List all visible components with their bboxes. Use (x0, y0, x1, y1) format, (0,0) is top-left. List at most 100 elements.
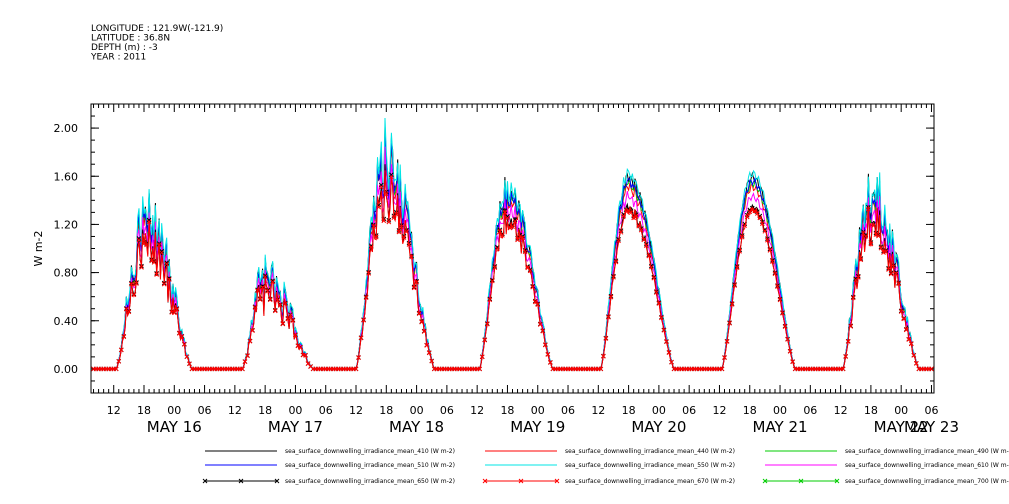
series-marker (394, 211, 399, 217)
x-tick-label: 18 (137, 404, 151, 417)
series-marker (247, 338, 253, 344)
series-marker (522, 249, 528, 255)
series-marker (913, 361, 919, 366)
series-marker (363, 295, 369, 301)
series-marker (275, 297, 281, 303)
series-marker (391, 215, 397, 220)
series-marker (540, 328, 546, 334)
series-marker (421, 329, 427, 334)
series-marker (353, 366, 359, 372)
series-marker (598, 366, 604, 372)
series-marker (883, 249, 889, 255)
series-marker (161, 280, 167, 286)
series-marker (429, 358, 435, 364)
series-marker (843, 354, 849, 359)
series-marker (141, 241, 147, 246)
series-marker (419, 319, 424, 325)
series-marker (492, 265, 498, 271)
series-marker (487, 297, 493, 303)
series-marker (886, 267, 891, 272)
series-marker (146, 219, 152, 225)
series-marker (530, 284, 536, 290)
y-tick-label: 1.20 (54, 218, 79, 231)
series-marker (182, 342, 187, 347)
series-marker (739, 234, 745, 240)
x-tick-label: 18 (500, 404, 514, 417)
y-tick-label: 2.00 (54, 122, 79, 135)
legend-marker (834, 478, 840, 484)
series-marker (628, 210, 634, 215)
header-line: DEPTH (m) : -3 (91, 43, 158, 53)
x-tick-label: 06 (319, 404, 333, 417)
series-marker (754, 211, 760, 216)
series-marker (911, 353, 917, 358)
series-marker (545, 352, 551, 357)
series-marker (164, 261, 170, 267)
series-marker (643, 243, 649, 249)
series-marker (608, 294, 614, 300)
legend-label: sea_surface_downwelling_irradiance_mean_… (845, 478, 1009, 485)
series-marker (891, 264, 896, 269)
x-tick-label: 12 (834, 404, 848, 417)
series-marker (116, 358, 122, 364)
series-marker (383, 191, 389, 197)
series-marker (633, 213, 639, 219)
series-marker (664, 339, 669, 345)
series-marker (868, 241, 874, 247)
series-marker (729, 302, 735, 307)
series-marker (295, 343, 301, 349)
series-marker (785, 337, 790, 342)
series-marker (252, 305, 258, 310)
x-tick-label: 12 (107, 404, 121, 417)
legend-label: sea_surface_downwelling_irradiance_mean_… (845, 462, 1009, 469)
x-tick-label: 00 (652, 404, 666, 417)
series-marker (893, 271, 899, 277)
series-marker (515, 237, 520, 243)
series-marker (285, 316, 291, 322)
series-marker (850, 295, 856, 301)
series-marker (131, 292, 137, 298)
series-marker (855, 275, 861, 280)
series-marker (378, 184, 384, 190)
series-marker (775, 284, 780, 290)
x-date-label: MAY 16 (147, 418, 202, 436)
x-tick-label: 00 (288, 404, 302, 417)
series-marker (780, 310, 785, 316)
header-line: LATITUDE : 36.8N (91, 34, 170, 44)
series-marker (631, 215, 637, 221)
series-marker (426, 350, 432, 356)
series-marker (255, 288, 260, 294)
legend-marker (518, 478, 524, 484)
legend-label: sea_surface_downwelling_irradiance_mean_… (285, 478, 455, 485)
series-marker (505, 214, 510, 219)
series-line (93, 142, 932, 370)
series-marker (863, 233, 869, 239)
series-marker (648, 264, 654, 270)
series-marker (505, 215, 510, 221)
series-marker (646, 253, 652, 259)
series-marker (356, 355, 361, 361)
series-marker (765, 237, 770, 243)
series-marker (888, 270, 894, 276)
series-marker (500, 233, 505, 238)
series-marker (136, 237, 142, 243)
series-marker (166, 277, 172, 282)
series-marker (661, 327, 667, 333)
series-marker (638, 227, 644, 233)
series-marker (257, 297, 263, 302)
y-axis: 0.00 0.40 0.80 1.20 1.60 2.00 W m-2 (32, 103, 934, 394)
series-line (93, 170, 932, 370)
series-marker (651, 275, 657, 281)
series-marker (908, 341, 914, 347)
x-tick-label: 06 (561, 404, 575, 417)
series-marker (134, 281, 139, 286)
series-marker (159, 250, 165, 256)
x-tick-label: 06 (682, 404, 696, 417)
series-marker (623, 209, 629, 214)
header-info: LONGITUDE : 121.9W(-121.9)LATITUDE : 36.… (90, 24, 223, 63)
series-marker (654, 290, 659, 295)
series-marker (414, 279, 419, 285)
series-marker (366, 271, 371, 276)
series-marker (888, 271, 894, 277)
